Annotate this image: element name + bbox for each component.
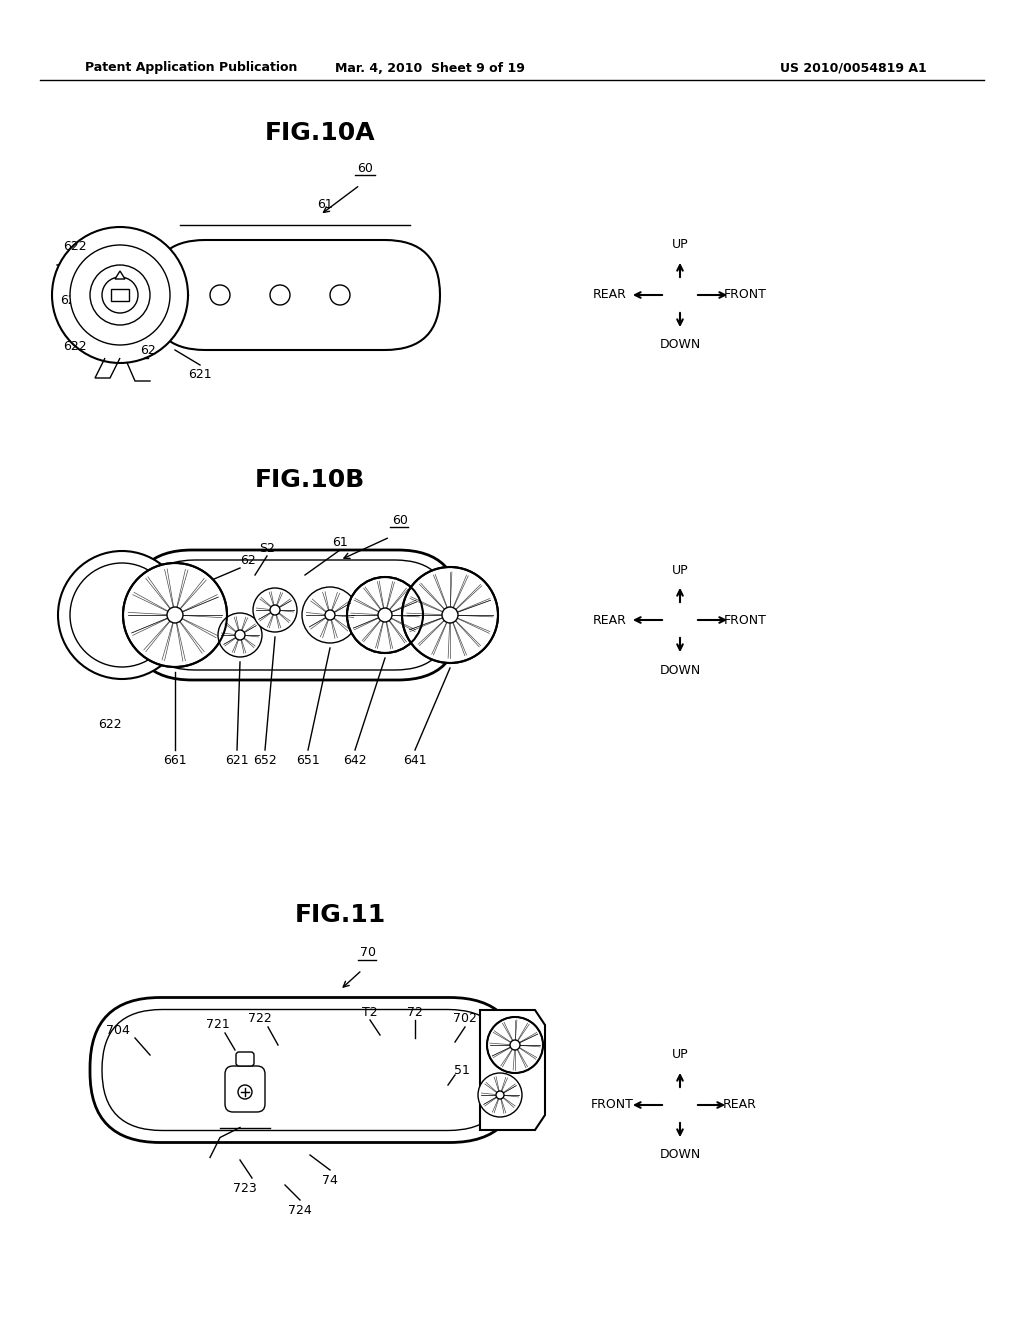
Text: 723: 723	[233, 1181, 257, 1195]
Text: 72: 72	[408, 1006, 423, 1019]
Circle shape	[58, 550, 186, 678]
Circle shape	[167, 607, 183, 623]
Text: Mar. 4, 2010  Sheet 9 of 19: Mar. 4, 2010 Sheet 9 of 19	[335, 62, 525, 74]
Circle shape	[478, 1073, 522, 1117]
Text: FRONT: FRONT	[724, 289, 766, 301]
Text: 652: 652	[253, 754, 276, 767]
Text: 622: 622	[98, 718, 122, 731]
Text: 623: 623	[60, 293, 84, 306]
Text: 621: 621	[225, 754, 249, 767]
Text: 621: 621	[188, 368, 212, 381]
Circle shape	[234, 630, 245, 640]
Circle shape	[102, 277, 138, 313]
Text: FIG.10B: FIG.10B	[255, 469, 366, 492]
Text: FRONT: FRONT	[591, 1098, 634, 1111]
Text: REAR: REAR	[593, 289, 627, 301]
Text: Patent Application Publication: Patent Application Publication	[85, 62, 297, 74]
Text: 62: 62	[140, 343, 156, 356]
Text: UP: UP	[672, 239, 688, 252]
Polygon shape	[115, 271, 125, 279]
Circle shape	[270, 605, 280, 615]
Circle shape	[487, 1016, 543, 1073]
Text: 51: 51	[454, 1064, 470, 1077]
Text: UP: UP	[672, 1048, 688, 1061]
FancyBboxPatch shape	[130, 550, 460, 680]
Text: FRONT: FRONT	[724, 614, 766, 627]
Circle shape	[347, 577, 423, 653]
Circle shape	[70, 564, 174, 667]
FancyBboxPatch shape	[102, 1010, 508, 1130]
Text: 60: 60	[357, 161, 373, 174]
Text: US 2010/0054819 A1: US 2010/0054819 A1	[780, 62, 927, 74]
Circle shape	[253, 587, 297, 632]
FancyBboxPatch shape	[90, 998, 520, 1143]
FancyBboxPatch shape	[236, 1052, 254, 1067]
Text: 74: 74	[323, 1173, 338, 1187]
Text: 721: 721	[206, 1019, 229, 1031]
Circle shape	[52, 227, 188, 363]
Text: UP: UP	[672, 564, 688, 577]
Circle shape	[325, 610, 335, 620]
Text: REAR: REAR	[593, 614, 627, 627]
Text: 622: 622	[98, 578, 122, 591]
Circle shape	[402, 568, 498, 663]
Text: 641: 641	[403, 754, 427, 767]
Circle shape	[90, 265, 150, 325]
Circle shape	[238, 1085, 252, 1100]
Text: 622: 622	[63, 240, 87, 253]
Circle shape	[330, 285, 350, 305]
Circle shape	[270, 285, 290, 305]
Circle shape	[218, 612, 262, 657]
Text: DOWN: DOWN	[659, 664, 700, 676]
Circle shape	[442, 607, 458, 623]
Text: REAR: REAR	[723, 1098, 757, 1111]
Bar	[111, 289, 129, 301]
Text: 704: 704	[106, 1023, 130, 1036]
Circle shape	[496, 1092, 504, 1100]
Text: DOWN: DOWN	[659, 338, 700, 351]
Text: 724: 724	[288, 1204, 312, 1217]
Text: DOWN: DOWN	[659, 1148, 700, 1162]
Circle shape	[510, 1040, 520, 1049]
Text: 622: 622	[63, 341, 87, 354]
Circle shape	[302, 587, 358, 643]
FancyBboxPatch shape	[140, 560, 450, 671]
Text: 70: 70	[360, 946, 376, 960]
Polygon shape	[480, 1010, 545, 1130]
Text: 62: 62	[240, 553, 256, 566]
Text: FIG.10A: FIG.10A	[264, 121, 376, 145]
Text: T2: T2	[362, 1006, 378, 1019]
Text: 702: 702	[453, 1011, 477, 1024]
Text: 722: 722	[248, 1011, 272, 1024]
Text: FIG.11: FIG.11	[294, 903, 386, 927]
Text: 61: 61	[332, 536, 348, 549]
Circle shape	[123, 564, 227, 667]
Circle shape	[210, 285, 230, 305]
Text: 60: 60	[392, 513, 408, 527]
Circle shape	[70, 246, 170, 345]
FancyBboxPatch shape	[150, 240, 440, 350]
Circle shape	[378, 609, 392, 622]
Text: 651: 651	[296, 754, 319, 767]
FancyBboxPatch shape	[225, 1067, 265, 1111]
Text: 642: 642	[343, 754, 367, 767]
Text: 661: 661	[163, 754, 186, 767]
Text: 61: 61	[317, 198, 333, 211]
Text: S2: S2	[259, 541, 274, 554]
